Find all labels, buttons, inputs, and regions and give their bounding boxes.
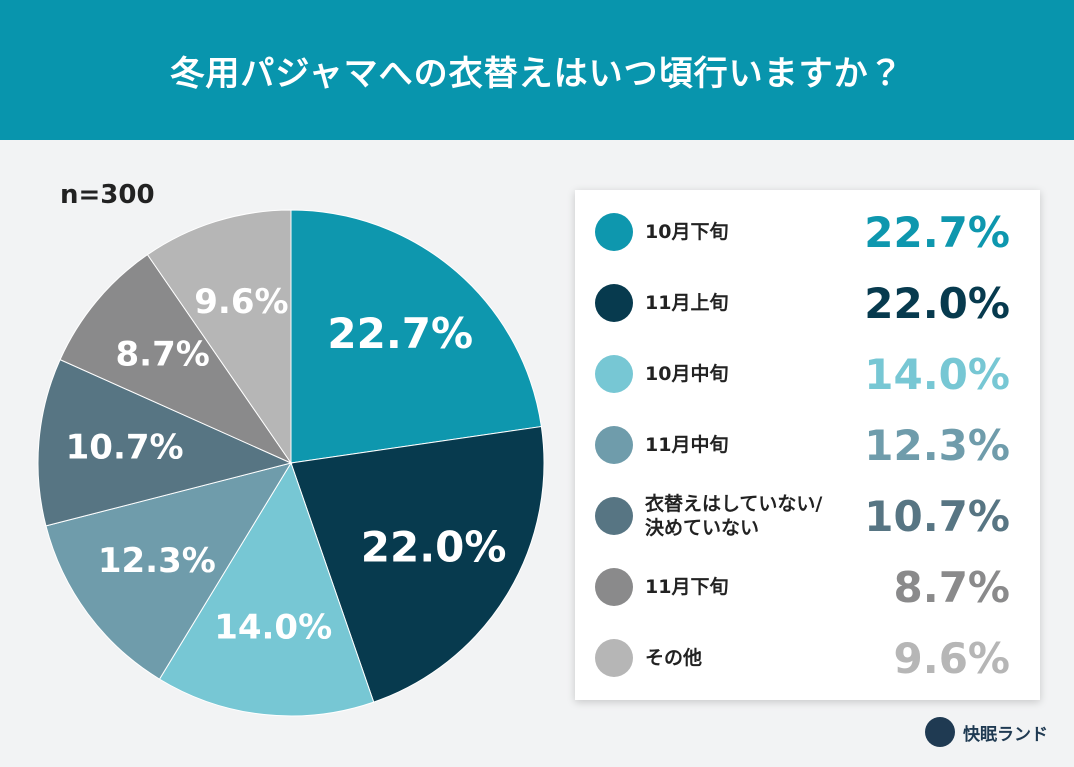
legend-label: 11月上旬 (645, 292, 729, 314)
legend-item: 衣替えはしていない/ 決めていない 10.7% (575, 486, 1040, 546)
pie-slice (59, 253, 293, 465)
legend-item: 10月中旬 14.0% (575, 344, 1040, 404)
pie-slice (158, 461, 375, 717)
legend-label: 10月中旬 (645, 363, 729, 385)
legend-item: 10月下旬 22.7% (575, 202, 1040, 262)
slice-label: 10.7% (66, 427, 184, 467)
legend-value: 8.7% (893, 562, 1010, 612)
legend-swatch (595, 355, 633, 393)
legend-item: 11月下旬 8.7% (575, 557, 1040, 617)
slice-label: 8.7% (116, 335, 210, 375)
legend-label: 10月下旬 (645, 221, 729, 243)
legend-swatch (595, 284, 633, 322)
legend-value: 12.3% (864, 420, 1010, 470)
legend-item: 11月中旬 12.3% (575, 415, 1040, 475)
legend-label: 衣替えはしていない/ 決めていない (645, 493, 823, 539)
legend-swatch (595, 568, 633, 606)
sample-size: n=300 (60, 180, 155, 210)
title-bar: 冬用パジャマへの衣替えはいつ頃行いますか？ (0, 0, 1074, 140)
legend-swatch (595, 213, 633, 251)
legend-swatch (595, 426, 633, 464)
brand: 快眠ランド (925, 717, 1048, 747)
slice-label: 22.0% (361, 522, 507, 571)
slice-label: 9.6% (194, 282, 288, 322)
legend-label: その他 (645, 647, 703, 669)
legend-swatch (595, 497, 633, 535)
pie-slice (146, 209, 292, 465)
slice-label: 22.7% (327, 309, 473, 358)
pie-slice (37, 358, 293, 527)
pie-slice (290, 209, 542, 464)
legend-value: 9.6% (893, 633, 1010, 683)
slice-label: 14.0% (214, 608, 332, 648)
legend-value: 22.0% (864, 278, 1010, 328)
slice-label: 12.3% (98, 541, 216, 581)
legend-item: その他 9.6% (575, 628, 1040, 688)
legend-swatch (595, 639, 633, 677)
legend-label: 11月中旬 (645, 434, 729, 456)
brand-name: 快眠ランド (963, 724, 1048, 745)
legend-value: 10.7% (864, 491, 1010, 541)
brand-logo (925, 717, 955, 747)
legend-value: 14.0% (864, 349, 1010, 399)
legend-label: 11月下旬 (645, 576, 729, 598)
legend-value: 22.7% (864, 207, 1010, 257)
pie-slice (290, 425, 545, 703)
chart-title: 冬用パジャマへの衣替えはいつ頃行いますか？ (170, 53, 904, 94)
pie-slice (45, 462, 293, 680)
legend: 10月下旬 22.7% 11月上旬 22.0% 10月中旬 14.0% 11月中旬 12.3%… (575, 190, 1040, 700)
legend-item: 11月上旬 22.0% (575, 273, 1040, 333)
